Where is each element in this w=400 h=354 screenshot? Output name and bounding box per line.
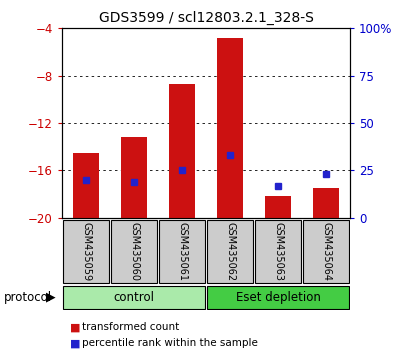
- Text: GSM435063: GSM435063: [273, 222, 283, 281]
- FancyBboxPatch shape: [159, 220, 205, 283]
- FancyBboxPatch shape: [303, 220, 349, 283]
- FancyBboxPatch shape: [255, 220, 301, 283]
- Bar: [73, 153, 99, 218]
- Text: percentile rank within the sample: percentile rank within the sample: [82, 338, 258, 348]
- Text: GSM435062: GSM435062: [225, 222, 235, 281]
- Text: GSM435060: GSM435060: [129, 222, 139, 281]
- FancyBboxPatch shape: [63, 220, 109, 283]
- Bar: [217, 38, 243, 218]
- Text: GSM435059: GSM435059: [81, 222, 91, 281]
- Title: GDS3599 / scl12803.2.1_328-S: GDS3599 / scl12803.2.1_328-S: [98, 10, 314, 24]
- Text: GSM435061: GSM435061: [177, 222, 187, 281]
- Text: transformed count: transformed count: [82, 322, 179, 332]
- Bar: [169, 84, 195, 218]
- Bar: [265, 196, 291, 218]
- Text: ▶: ▶: [46, 291, 56, 304]
- FancyBboxPatch shape: [63, 286, 205, 308]
- FancyBboxPatch shape: [207, 220, 253, 283]
- Text: ■: ■: [70, 338, 80, 348]
- Text: control: control: [114, 291, 154, 304]
- Text: protocol: protocol: [4, 291, 52, 304]
- Text: GSM435064: GSM435064: [321, 222, 331, 281]
- Text: Eset depletion: Eset depletion: [236, 291, 320, 304]
- Bar: [313, 188, 339, 218]
- Text: ■: ■: [70, 322, 80, 332]
- FancyBboxPatch shape: [111, 220, 157, 283]
- FancyBboxPatch shape: [207, 286, 349, 308]
- Bar: [121, 137, 147, 218]
